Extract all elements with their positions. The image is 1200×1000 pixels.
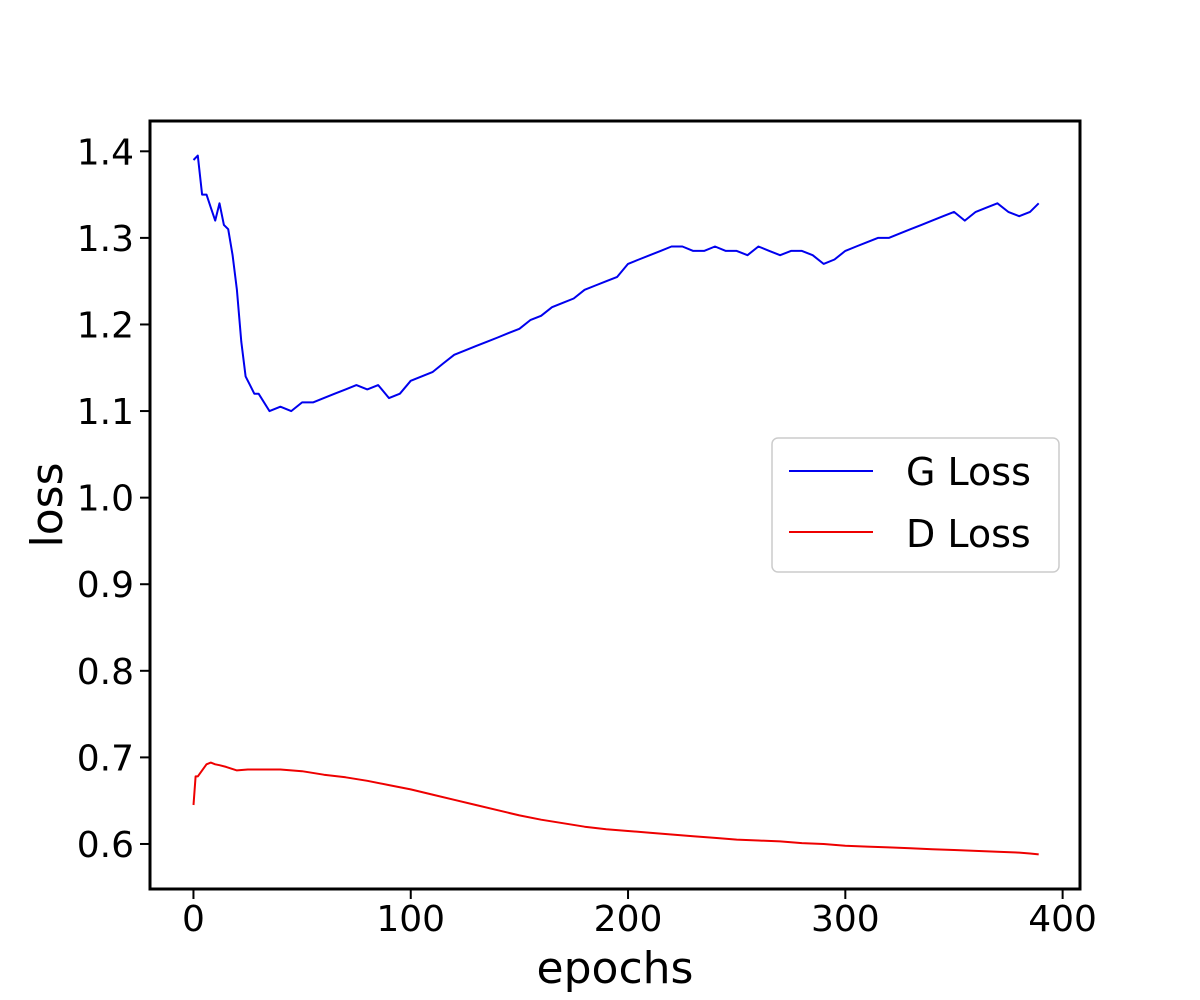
series-line-g-loss <box>192 154 1040 413</box>
y-tick-label: 1.3 <box>77 219 134 260</box>
y-tick-label: 0.9 <box>77 565 134 606</box>
x-axis-label: epochs <box>537 943 694 994</box>
y-axis-label: loss <box>22 463 73 548</box>
y-tick-label: 0.6 <box>77 825 134 866</box>
x-tick-label: 0 <box>182 899 205 940</box>
y-tick-label: 1.1 <box>77 392 134 433</box>
legend-label-g-loss: G Loss <box>906 450 1031 494</box>
x-tick-label: 300 <box>811 899 880 940</box>
series-line-d-loss <box>192 761 1039 856</box>
y-tick-label: 1.0 <box>77 479 134 520</box>
x-axis-ticks: 0 100 200 300 400 <box>182 889 1097 940</box>
y-tick-label: 1.4 <box>77 132 134 173</box>
plot-frame <box>148 119 1082 891</box>
x-tick-label: 200 <box>594 899 663 940</box>
x-tick-label: 100 <box>376 899 445 940</box>
y-tick-label: 0.8 <box>77 652 134 693</box>
legend-label-d-loss: D Loss <box>906 512 1031 556</box>
series-layer <box>192 154 1040 856</box>
legend: G Loss D Loss <box>771 437 1060 573</box>
y-axis-ticks: 0.6 0.7 0.8 0.9 1.0 1.1 1.2 1.3 1.4 <box>77 132 150 866</box>
x-tick-label: 400 <box>1028 899 1097 940</box>
y-tick-label: 1.2 <box>77 305 134 346</box>
y-tick-label: 0.7 <box>77 738 134 779</box>
